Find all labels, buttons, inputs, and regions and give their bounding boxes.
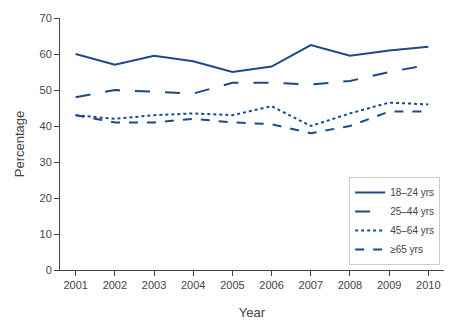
svg-text:2005: 2005 (220, 279, 244, 291)
svg-text:70: 70 (40, 12, 52, 24)
svg-text:2007: 2007 (299, 279, 323, 291)
svg-text:50: 50 (40, 84, 52, 96)
svg-text:2004: 2004 (181, 279, 205, 291)
svg-text:40: 40 (40, 120, 52, 132)
svg-text:2003: 2003 (142, 279, 166, 291)
svg-text:60: 60 (40, 48, 52, 60)
svg-text:10: 10 (40, 228, 52, 240)
svg-text:≥65 yrs: ≥65 yrs (390, 244, 423, 255)
svg-text:Year: Year (239, 305, 266, 320)
svg-text:2002: 2002 (103, 279, 127, 291)
svg-text:2006: 2006 (259, 279, 283, 291)
svg-text:20: 20 (40, 192, 52, 204)
svg-text:30: 30 (40, 156, 52, 168)
svg-text:18–24 yrs: 18–24 yrs (390, 187, 434, 198)
svg-text:0: 0 (46, 264, 52, 276)
svg-text:Percentage: Percentage (12, 111, 27, 178)
svg-text:25–44 yrs: 25–44 yrs (390, 206, 434, 217)
svg-text:2009: 2009 (377, 279, 401, 291)
svg-text:2001: 2001 (63, 279, 87, 291)
svg-text:45–64 yrs: 45–64 yrs (390, 225, 434, 236)
svg-text:2008: 2008 (338, 279, 362, 291)
svg-text:2010: 2010 (416, 279, 440, 291)
